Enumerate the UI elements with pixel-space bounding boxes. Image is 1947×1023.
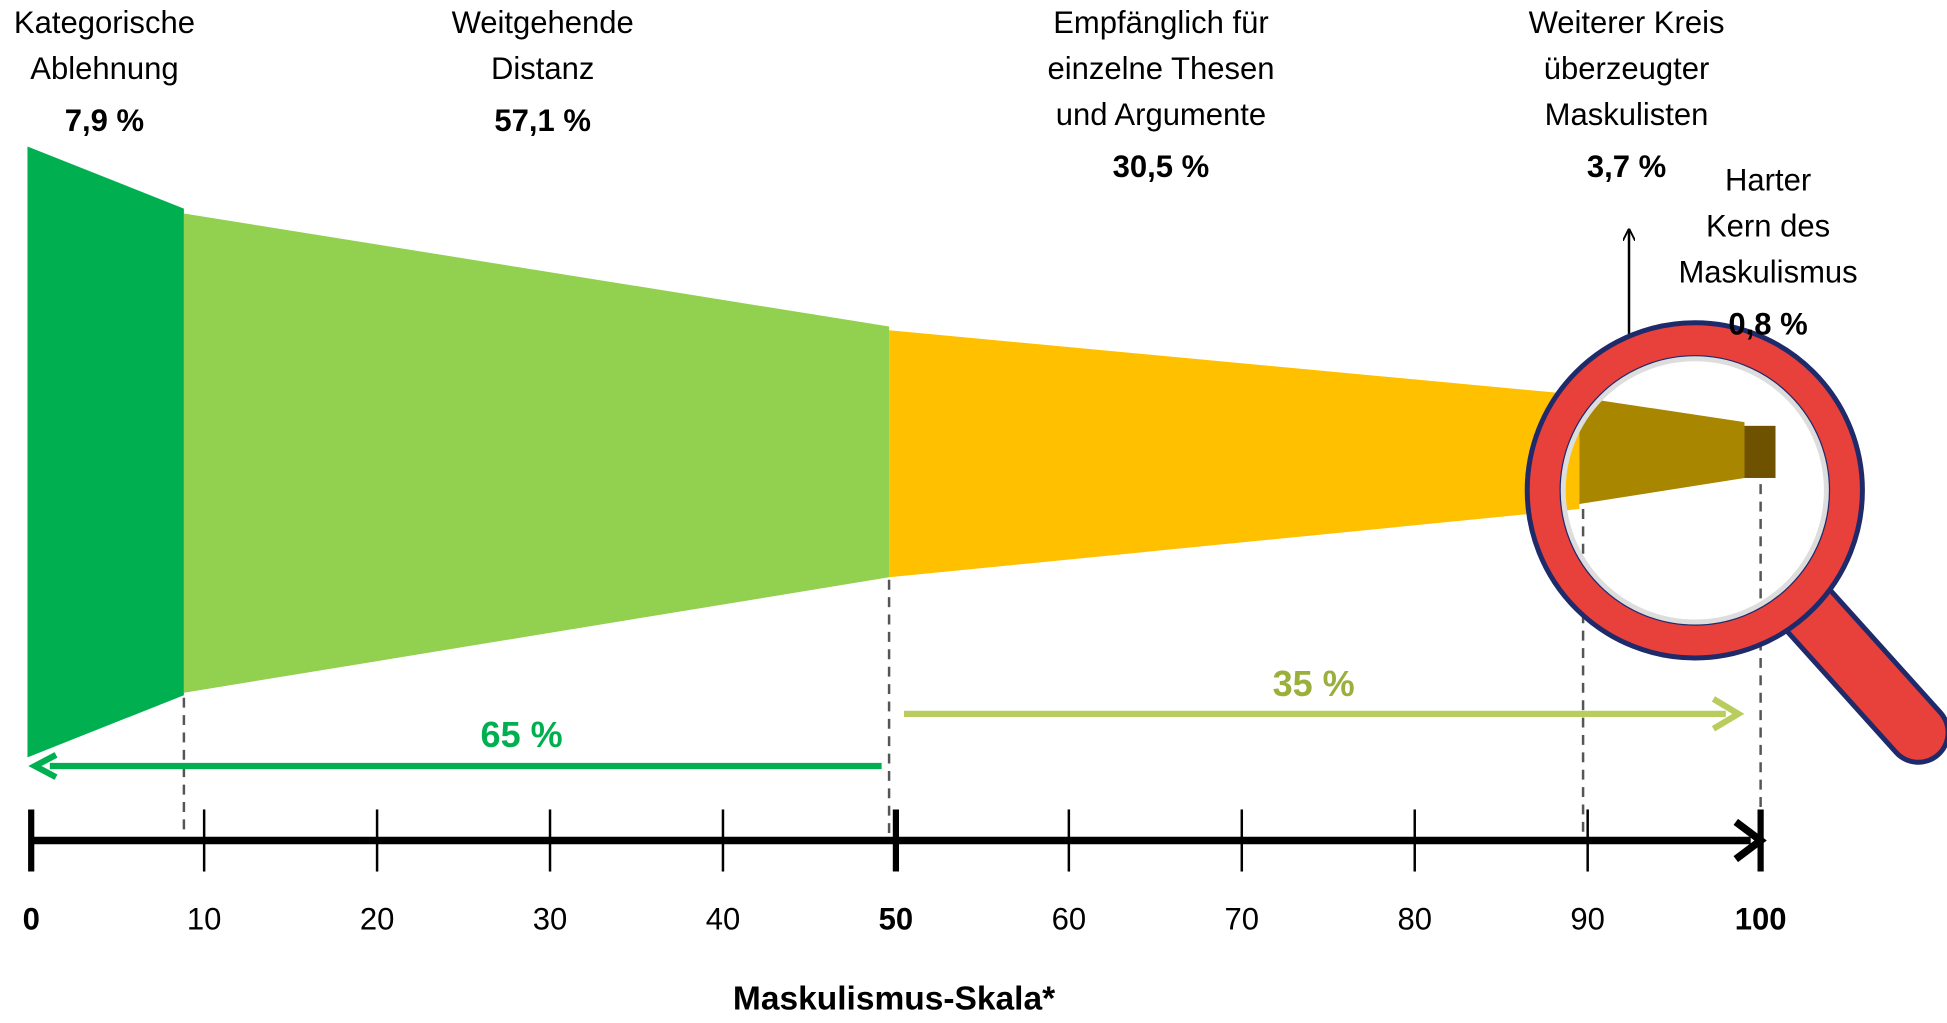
- segment-shape: [1744, 425, 1776, 478]
- segment-shape: [27, 146, 184, 758]
- tick-label: 60: [1052, 901, 1087, 936]
- segment-label: Empfänglich für: [1053, 5, 1269, 40]
- tick-label: 10: [187, 901, 221, 936]
- tick-label: 80: [1397, 901, 1432, 936]
- segment-label: und Argumente: [1056, 97, 1266, 132]
- axis: Maskulismus-Skala*: [31, 818, 1767, 1018]
- segment-label: überzeugter: [1544, 51, 1710, 86]
- segment-label: Maskulismus: [1678, 255, 1857, 290]
- segment-shape: [889, 330, 1580, 578]
- segment-share: 30,5 %: [1113, 149, 1210, 184]
- tick-label: 90: [1570, 901, 1605, 936]
- segment-label: Harter: [1725, 163, 1811, 198]
- tick-label: 100: [1735, 901, 1787, 936]
- segment-label: Kern des: [1706, 209, 1830, 244]
- segment-share: 7,9 %: [65, 103, 144, 138]
- segment-share: 3,7 %: [1587, 149, 1666, 184]
- segment-share: 57,1 %: [494, 103, 591, 138]
- tick-label: 40: [706, 901, 741, 936]
- segment-label: Maskulisten: [1545, 97, 1709, 132]
- magnifier-rim: [1529, 325, 1860, 656]
- tick-label: 0: [23, 901, 40, 936]
- segment-label: Weitgehende: [452, 5, 634, 40]
- segment-label: Distanz: [491, 51, 594, 86]
- tick-label: 30: [533, 901, 568, 936]
- tick-label: 70: [1225, 901, 1260, 936]
- magnifier-handle: [1779, 581, 1946, 760]
- arrow-head: [1711, 696, 1745, 732]
- arrow-head: [28, 752, 58, 780]
- tick-label: 20: [360, 901, 395, 936]
- segment-shape: [1579, 397, 1745, 505]
- segment-shape: [183, 213, 890, 693]
- tick-label: 50: [879, 901, 914, 936]
- segment-share: 0,8 %: [1728, 307, 1807, 342]
- segment-label: einzelne Thesen: [1047, 51, 1274, 86]
- segment-label: Kategorische: [14, 5, 195, 40]
- arrow-label: 35 %: [1273, 663, 1355, 704]
- segment-label: Ablehnung: [30, 51, 178, 86]
- funnel: [27, 146, 1776, 758]
- magnifier: [1524, 320, 1947, 765]
- axis-title: Maskulismus-Skala*: [733, 981, 1056, 1018]
- magnifier-glass-edge: [1560, 356, 1829, 625]
- range-arrows: 65 % 35 %: [28, 663, 1745, 780]
- arrow-label: 65 %: [481, 714, 563, 755]
- segment-label: Weiterer Kreis: [1529, 5, 1725, 40]
